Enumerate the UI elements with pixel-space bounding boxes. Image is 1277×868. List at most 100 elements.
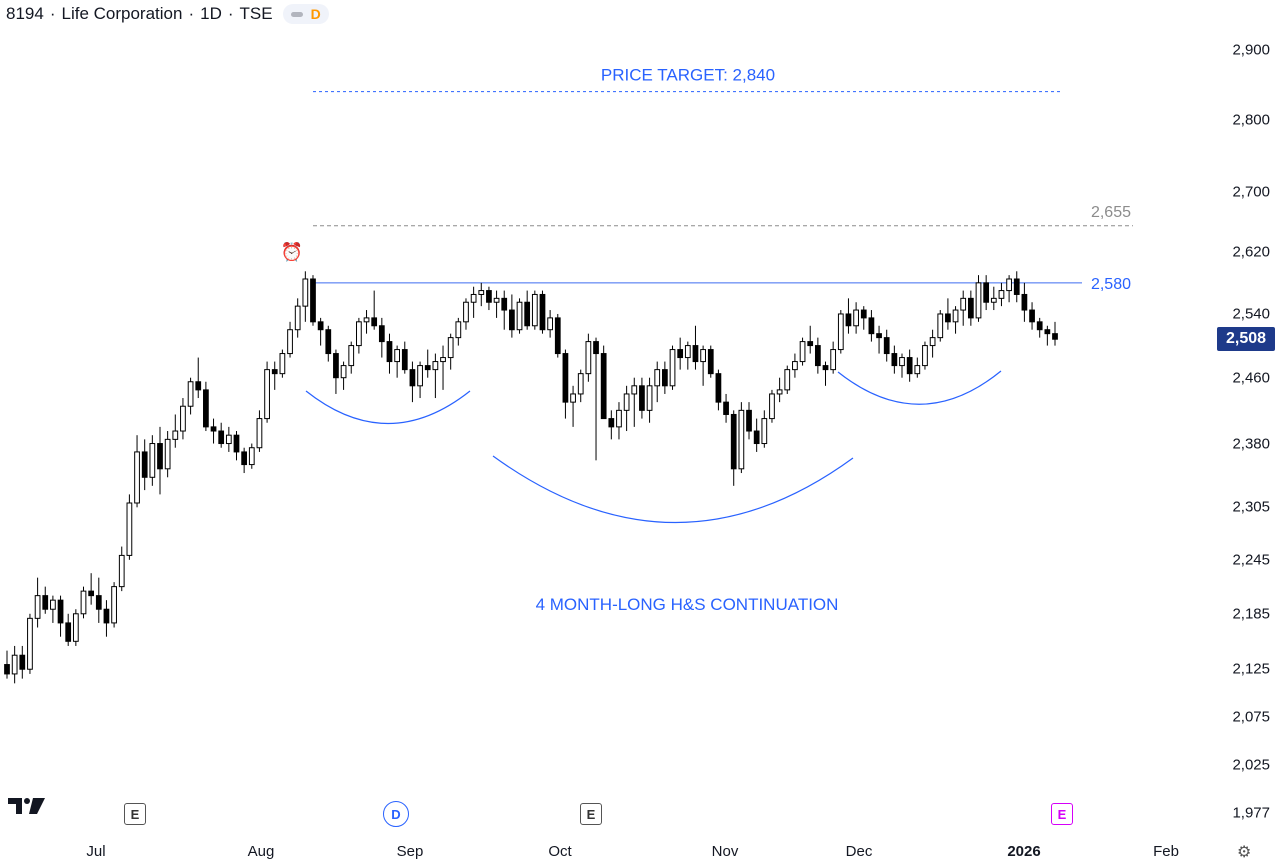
candle[interactable]	[531, 290, 538, 330]
candle[interactable]	[256, 410, 263, 452]
candle[interactable]	[401, 341, 408, 374]
candle[interactable]	[700, 345, 706, 386]
candle[interactable]	[501, 290, 508, 330]
candle[interactable]	[317, 317, 324, 346]
candle[interactable]	[753, 418, 760, 452]
candle[interactable]	[424, 349, 431, 378]
candle[interactable]	[562, 349, 569, 419]
candle[interactable]	[769, 389, 775, 423]
candle[interactable]	[845, 298, 852, 334]
candle[interactable]	[417, 361, 423, 399]
candle[interactable]	[692, 325, 699, 370]
candle[interactable]	[294, 298, 301, 338]
candle[interactable]	[203, 381, 209, 432]
candle[interactable]	[149, 435, 156, 486]
candle[interactable]	[593, 337, 599, 461]
candle[interactable]	[822, 361, 829, 386]
candle[interactable]	[218, 422, 225, 448]
candle[interactable]	[738, 402, 745, 474]
candle[interactable]	[1052, 321, 1058, 346]
candle[interactable]	[639, 377, 645, 419]
candle[interactable]	[853, 302, 859, 334]
price-target-label[interactable]: PRICE TARGET: 2,840	[601, 66, 775, 85]
candle[interactable]	[126, 494, 133, 560]
candle[interactable]	[891, 345, 898, 374]
candle[interactable]	[195, 357, 202, 399]
candle[interactable]	[677, 337, 684, 370]
candle[interactable]	[784, 365, 791, 394]
right-shoulder-arc[interactable]	[837, 370, 1002, 405]
candle[interactable]	[356, 317, 362, 354]
candle[interactable]	[486, 286, 492, 311]
candle[interactable]	[1021, 282, 1028, 322]
candle[interactable]	[172, 414, 179, 448]
candle[interactable]	[554, 313, 561, 358]
candle[interactable]	[271, 361, 278, 390]
candle[interactable]	[440, 345, 446, 390]
candle[interactable]	[792, 353, 798, 378]
dividend-event-icon[interactable]: D	[383, 801, 409, 827]
candle[interactable]	[1029, 302, 1035, 330]
candle[interactable]	[990, 286, 997, 311]
candle[interactable]	[394, 345, 401, 378]
candle[interactable]	[945, 298, 951, 330]
candle[interactable]	[585, 333, 592, 382]
candle[interactable]	[646, 377, 653, 423]
candle[interactable]	[929, 329, 936, 358]
candle[interactable]	[302, 271, 309, 322]
candle[interactable]	[952, 306, 959, 334]
interval-label[interactable]: 1D	[200, 4, 222, 23]
candle[interactable]	[386, 333, 393, 374]
candle[interactable]	[241, 447, 248, 474]
candle[interactable]	[210, 418, 217, 444]
candle[interactable]	[684, 341, 691, 370]
candle[interactable]	[111, 582, 117, 628]
candle[interactable]	[1044, 325, 1051, 346]
candle[interactable]	[876, 325, 882, 354]
candle[interactable]	[80, 586, 87, 619]
candle[interactable]	[95, 577, 102, 623]
candle[interactable]	[11, 645, 18, 684]
head-arc[interactable]	[492, 455, 854, 523]
candle[interactable]	[914, 357, 921, 378]
candle[interactable]	[409, 361, 416, 403]
candle[interactable]	[1006, 275, 1012, 303]
candle[interactable]	[248, 443, 255, 469]
candle[interactable]	[746, 402, 752, 440]
candle[interactable]	[65, 613, 72, 646]
settings-gear-icon[interactable]: ⚙	[1237, 844, 1252, 861]
candle[interactable]	[164, 431, 171, 478]
candle[interactable]	[509, 294, 515, 338]
candle[interactable]	[42, 586, 49, 614]
candle[interactable]	[707, 345, 714, 378]
earnings-event-icon[interactable]: E	[580, 803, 602, 825]
candle[interactable]	[814, 337, 821, 374]
candle[interactable]	[378, 317, 385, 358]
candle[interactable]	[631, 377, 638, 427]
candle[interactable]	[34, 577, 41, 628]
candle[interactable]	[799, 337, 806, 366]
candle[interactable]	[493, 290, 500, 318]
candle[interactable]	[807, 325, 814, 354]
candle[interactable]	[72, 609, 79, 646]
candle[interactable]	[975, 275, 982, 322]
alarm-clock-icon[interactable]: ⏰	[281, 241, 303, 262]
candle[interactable]	[279, 349, 286, 378]
candle[interactable]	[661, 361, 668, 394]
candle[interactable]	[608, 410, 615, 440]
candle[interactable]	[287, 321, 293, 358]
candle[interactable]	[539, 290, 546, 334]
upcoming-earnings-event-icon[interactable]: E	[1051, 803, 1073, 825]
candle[interactable]	[157, 426, 163, 495]
candle[interactable]	[860, 306, 867, 330]
candle[interactable]	[577, 369, 584, 403]
candle[interactable]	[310, 275, 316, 326]
candle[interactable]	[478, 282, 485, 307]
candle[interactable]	[669, 345, 676, 390]
candle[interactable]	[937, 310, 944, 342]
candle[interactable]	[187, 377, 194, 415]
candle[interactable]	[1036, 317, 1043, 338]
candle[interactable]	[516, 298, 523, 334]
candle[interactable]	[776, 377, 783, 403]
candle[interactable]	[570, 385, 576, 427]
